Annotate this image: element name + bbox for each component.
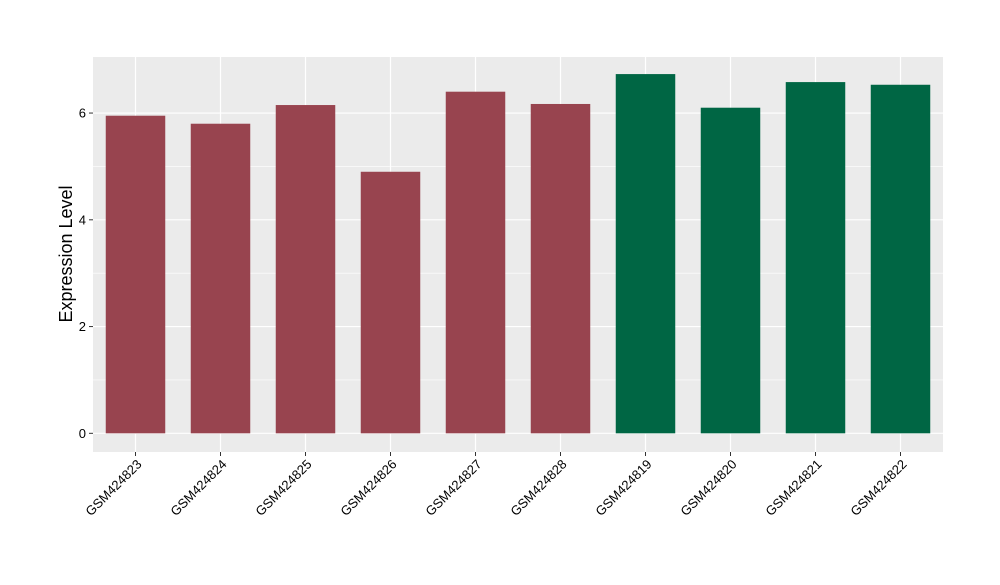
x-tick-label: GSM424825 — [252, 457, 314, 519]
x-tick-label: GSM424824 — [167, 457, 229, 519]
y-axis: 0 2 4 6 — [79, 106, 93, 441]
x-tick-label: GSM424822 — [847, 457, 909, 519]
y-tick-label: 6 — [79, 106, 86, 121]
y-axis-label: Expression Level — [56, 185, 76, 322]
x-tick-label: GSM424826 — [337, 457, 399, 519]
bar-GSM424819 — [615, 74, 676, 434]
bar-GSM424826 — [360, 171, 421, 434]
x-tick-label: GSM424828 — [507, 457, 569, 519]
bar-GSM424821 — [785, 82, 846, 434]
bar-GSM424827 — [445, 91, 506, 434]
y-tick-label: 0 — [79, 426, 86, 441]
bar-GSM424820 — [700, 107, 761, 434]
bar-GSM424828 — [530, 103, 591, 434]
bar-GSM424823 — [105, 115, 166, 434]
bar-GSM424825 — [275, 105, 336, 434]
y-tick-label: 4 — [79, 212, 86, 227]
x-axis: GSM424823 GSM424824 GSM424825 GSM424826 GSM4… — [82, 452, 910, 519]
bar-GSM424822 — [870, 84, 931, 434]
y-tick-label: 2 — [79, 319, 86, 334]
x-tick-label: GSM424821 — [762, 457, 824, 519]
x-tick-label: GSM424823 — [82, 457, 144, 519]
x-tick-label: GSM424819 — [592, 457, 654, 519]
bars — [105, 74, 931, 434]
bar-GSM424824 — [190, 123, 251, 434]
x-tick-label: GSM424820 — [677, 457, 739, 519]
x-tick-label: GSM424827 — [422, 457, 484, 519]
